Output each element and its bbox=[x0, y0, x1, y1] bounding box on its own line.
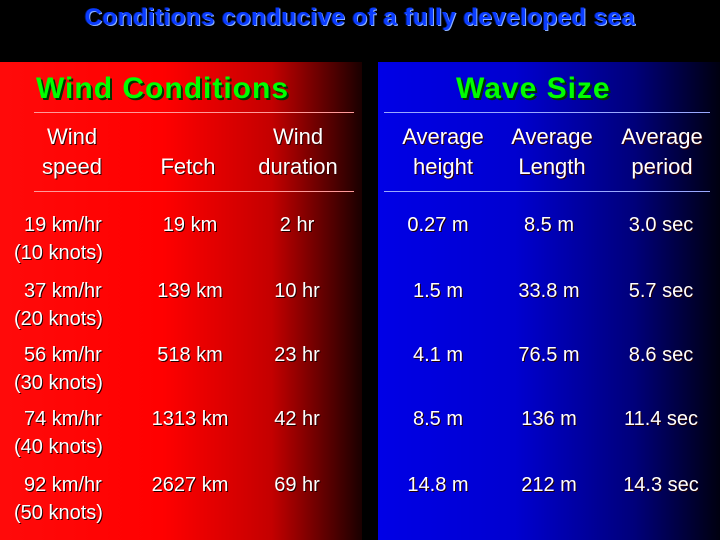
header-average-height: Average height bbox=[402, 124, 484, 179]
average-length-cell: 8.5 m bbox=[523, 214, 575, 236]
wind-conditions-heading: Wind Conditions bbox=[36, 72, 290, 105]
average-length-cell: 33.8 m bbox=[518, 280, 580, 302]
header-average-length: Average Length bbox=[511, 124, 593, 179]
divider bbox=[34, 191, 354, 192]
average-period-cell: 14.3 sec bbox=[623, 474, 699, 496]
wind-speed-cell: 92 km/hr bbox=[24, 474, 102, 496]
fetch-cell: 2627 km bbox=[151, 474, 229, 496]
fetch-cell: 1313 km bbox=[151, 408, 229, 430]
wind-knots-cell: (10 knots) bbox=[14, 242, 103, 264]
average-period-cell: 8.6 sec bbox=[628, 344, 694, 366]
divider bbox=[34, 112, 354, 113]
header-wind-duration: Wind duration bbox=[258, 124, 338, 179]
header-fetch: Fetch bbox=[160, 154, 216, 179]
wind-duration-cell: 23 hr bbox=[274, 344, 320, 366]
average-period-cell: 11.4 sec bbox=[623, 408, 699, 430]
header-wind-speed: Wind speed bbox=[42, 124, 102, 179]
average-height-cell: 0.27 m bbox=[407, 214, 469, 236]
wind-duration-cell: 42 hr bbox=[274, 408, 320, 430]
wind-knots-cell: (20 knots) bbox=[14, 308, 103, 330]
wind-speed-cell: 74 km/hr bbox=[24, 408, 102, 430]
header-average-period: Average period bbox=[621, 124, 703, 179]
fetch-cell: 518 km bbox=[157, 344, 223, 366]
wind-knots-cell: (40 knots) bbox=[14, 436, 103, 458]
average-height-cell: 14.8 m bbox=[407, 474, 469, 496]
wind-duration-cell: 10 hr bbox=[274, 280, 320, 302]
average-length-cell: 136 m bbox=[521, 408, 577, 430]
wind-duration-cell: 2 hr bbox=[279, 214, 315, 236]
wave-panel-background bbox=[378, 62, 720, 540]
wind-speed-cell: 56 km/hr bbox=[24, 344, 102, 366]
wind-panel-background bbox=[0, 62, 362, 540]
wind-duration-cell: 69 hr bbox=[274, 474, 320, 496]
wind-knots-cell: (30 knots) bbox=[14, 372, 103, 394]
fetch-cell: 139 km bbox=[157, 280, 223, 302]
average-height-cell: 4.1 m bbox=[412, 344, 464, 366]
divider bbox=[384, 112, 710, 113]
fetch-cell: 19 km bbox=[162, 214, 218, 236]
average-height-cell: 8.5 m bbox=[412, 408, 464, 430]
divider bbox=[384, 191, 710, 192]
wave-size-heading: Wave Size bbox=[456, 72, 611, 105]
wind-speed-cell: 37 km/hr bbox=[24, 280, 102, 302]
wind-knots-cell: (50 knots) bbox=[14, 502, 103, 524]
average-height-cell: 1.5 m bbox=[412, 280, 464, 302]
wind-speed-cell: 19 km/hr bbox=[24, 214, 102, 236]
average-period-cell: 5.7 sec bbox=[628, 280, 694, 302]
average-length-cell: 76.5 m bbox=[518, 344, 580, 366]
slide-title: Conditions conducive of a fully develope… bbox=[84, 4, 636, 31]
average-period-cell: 3.0 sec bbox=[628, 214, 694, 236]
average-length-cell: 212 m bbox=[521, 474, 577, 496]
